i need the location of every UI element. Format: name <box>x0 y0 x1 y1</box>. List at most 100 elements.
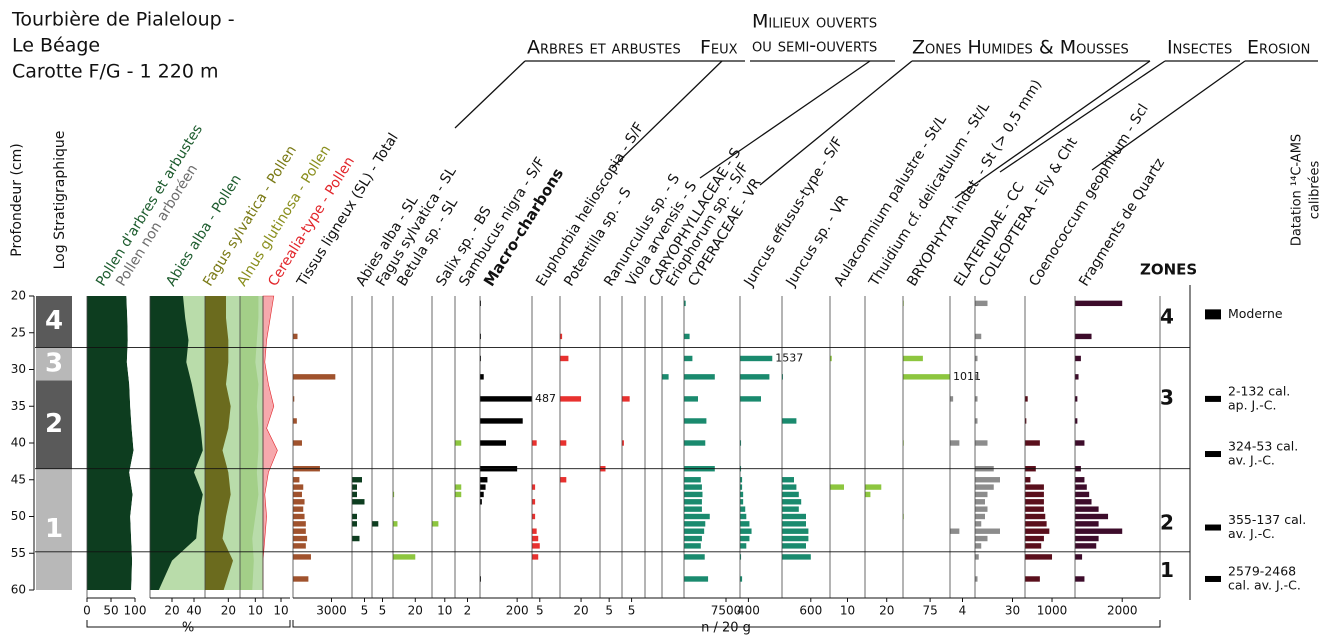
bar <box>480 576 481 582</box>
bar <box>1025 543 1042 549</box>
x-tick-label: 10 <box>248 604 263 618</box>
bar <box>950 440 960 446</box>
group-header: Feux <box>700 37 738 59</box>
bar <box>293 396 295 402</box>
log-unit-label: 2 <box>45 409 63 439</box>
bar <box>480 396 532 402</box>
bar <box>975 477 1000 483</box>
bar <box>1075 477 1085 483</box>
bar <box>352 477 362 483</box>
x-tick-label: 30 <box>1005 604 1020 618</box>
bar <box>480 477 488 483</box>
bar <box>740 506 746 512</box>
pollen-curve <box>262 295 278 590</box>
bar <box>684 477 701 483</box>
bar <box>975 418 978 424</box>
bar <box>782 554 811 560</box>
bar <box>1075 521 1099 527</box>
bar <box>293 484 304 490</box>
bar <box>740 355 773 362</box>
x-tick-label: 100 <box>124 604 147 618</box>
bar <box>352 499 365 505</box>
bar <box>740 484 743 490</box>
bar <box>455 440 462 446</box>
bar <box>1075 535 1099 542</box>
pollen-curve <box>150 296 203 590</box>
bar <box>903 374 950 380</box>
bar <box>352 521 357 527</box>
bar-group <box>865 484 882 498</box>
x-tick-label: 50 <box>103 604 118 618</box>
x-tick-label: 40 <box>186 604 201 618</box>
bar <box>432 521 439 527</box>
bar <box>1075 543 1097 549</box>
bar <box>684 440 706 446</box>
bar-group <box>782 374 811 560</box>
bar-group <box>293 333 336 582</box>
bar-group <box>684 300 715 582</box>
bar <box>1075 440 1085 446</box>
bar <box>1025 396 1028 402</box>
bar <box>352 484 357 490</box>
value-label: 487 <box>535 392 556 405</box>
log-unit <box>36 468 72 590</box>
bar <box>684 554 705 560</box>
bar <box>1075 506 1099 512</box>
bar <box>740 521 750 527</box>
dating-label: 2-132 cal. <box>1228 383 1290 398</box>
bar <box>740 528 752 534</box>
bar <box>950 396 954 402</box>
bar <box>975 374 978 380</box>
bar <box>740 477 743 483</box>
bar <box>293 535 308 542</box>
x-tick-label: 600 <box>799 604 822 618</box>
bar-group <box>372 521 379 527</box>
bar <box>975 491 988 498</box>
bar <box>293 491 302 498</box>
log-unit-label: 4 <box>45 306 63 336</box>
bar <box>865 491 871 498</box>
zone-label: 3 <box>1160 385 1174 409</box>
depth-axis-label: Profondeur (cm) <box>9 143 25 256</box>
bar <box>684 513 710 520</box>
bar <box>684 576 709 582</box>
bar <box>740 499 744 505</box>
bar <box>480 333 481 340</box>
dating-label: av. J.-C. <box>1228 453 1275 468</box>
group-header: Milieux ouverts <box>752 11 877 33</box>
bar <box>352 491 357 498</box>
value-label: 1011 <box>953 370 981 383</box>
log-label: Log Stratigraphique <box>52 131 68 270</box>
bar <box>975 300 988 307</box>
bar <box>1075 333 1092 340</box>
bar <box>975 499 985 505</box>
bar <box>684 484 702 490</box>
bar <box>1025 499 1044 505</box>
pollen-curve <box>126 296 135 590</box>
dating-marker <box>1205 575 1221 582</box>
bar <box>975 333 982 340</box>
x-tick-label: 200 <box>506 604 529 618</box>
bar <box>782 491 799 498</box>
bar <box>782 499 802 505</box>
bar <box>393 521 398 527</box>
bar <box>903 355 923 362</box>
bar <box>782 418 797 424</box>
depth-tick-label: 40 <box>11 436 26 450</box>
bar <box>740 513 747 520</box>
value-label: 1537 <box>775 351 803 364</box>
bar-group <box>393 491 416 560</box>
depth-tick-label: 35 <box>11 399 26 413</box>
bar <box>293 513 305 520</box>
zone-label: 4 <box>1160 305 1174 329</box>
group-header: ou semi-ouverts <box>752 35 877 57</box>
bar <box>684 300 686 307</box>
zone-label: 2 <box>1160 510 1174 534</box>
bar <box>1025 477 1031 483</box>
title-line: Le Béage <box>12 35 100 57</box>
bar <box>293 499 305 505</box>
x-tick-label: 3000 <box>316 604 347 618</box>
bar <box>684 333 690 340</box>
depth-tick-label: 50 <box>11 509 26 523</box>
